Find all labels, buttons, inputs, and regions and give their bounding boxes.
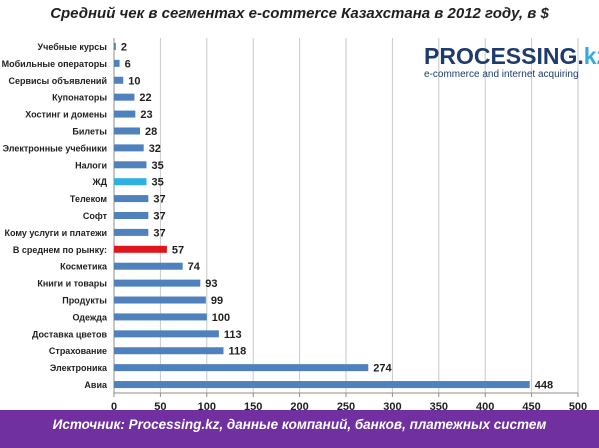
bar [114, 228, 149, 236]
category-label: Хостинг и домены [25, 110, 107, 120]
value-label: 6 [125, 58, 131, 70]
logo-brand: PROCESSING. [424, 43, 584, 69]
bar [114, 347, 224, 355]
bar [114, 195, 149, 203]
source-text: Источник: Processing.kz, данные компаний… [52, 417, 547, 432]
category-label: В среднем по рынку: [13, 245, 107, 255]
bar [114, 76, 124, 84]
value-label: 57 [172, 244, 184, 256]
category-label: Электроника [50, 363, 108, 373]
value-label: 35 [151, 177, 163, 189]
bar [114, 245, 167, 253]
logo-brand-accent: kz [583, 43, 599, 69]
category-label: Страхование [49, 346, 107, 356]
value-label: 113 [224, 329, 242, 341]
value-label: 99 [211, 295, 223, 307]
logo-tagline: e-commerce and internet acquiring [424, 69, 579, 80]
value-label: 448 [535, 380, 553, 392]
bar [114, 144, 144, 152]
bar [114, 279, 201, 287]
bar [114, 330, 219, 338]
bar [114, 161, 147, 169]
value-label: 28 [145, 126, 157, 138]
chart-title: Средний чек в сегментах e-commerce Казах… [50, 5, 549, 22]
value-label: 37 [153, 194, 165, 206]
category-label: Билеты [72, 126, 107, 136]
category-label: Купонаторы [52, 93, 107, 103]
bar [114, 381, 530, 389]
value-label: 32 [149, 143, 161, 155]
value-label: 274 [373, 363, 392, 375]
category-label: Электронные учебники [3, 143, 107, 153]
category-label: Кому услуги и платежи [5, 228, 108, 238]
value-label: 37 [153, 227, 165, 239]
category-label: ЖД [91, 177, 107, 187]
category-label: Мобильные операторы [2, 59, 108, 69]
source-footer: Источник: Processing.kz, данные компаний… [0, 410, 599, 448]
category-label: Налоги [75, 160, 107, 170]
bar [114, 296, 206, 304]
bar [114, 93, 135, 101]
bar [114, 262, 183, 270]
x-tick-label: 0 [111, 401, 117, 413]
bar [114, 313, 207, 321]
value-label: 100 [212, 312, 230, 324]
category-label: Телеком [70, 194, 107, 204]
logo-wordmark: PROCESSING.kz [424, 43, 599, 69]
category-label: Одежда [73, 312, 108, 322]
bar [114, 178, 147, 186]
bar [114, 364, 369, 372]
category-label: Учебные курсы [38, 42, 108, 52]
bar [114, 110, 136, 118]
category-label: Книги и товары [37, 279, 107, 289]
value-label: 22 [139, 92, 151, 104]
value-label: 35 [151, 160, 163, 172]
value-label: 2 [121, 41, 127, 53]
value-label: 37 [153, 211, 165, 223]
value-label: 23 [140, 109, 152, 121]
value-label: 118 [229, 346, 247, 358]
bar [114, 212, 149, 219]
value-label: 10 [128, 75, 140, 87]
value-label: 93 [205, 278, 217, 290]
category-label: Доставка цветов [32, 329, 107, 339]
bar [114, 59, 120, 67]
category-label: Софт [83, 211, 108, 221]
category-label: Продукты [62, 296, 107, 306]
bar [114, 42, 116, 50]
category-label: Сервисы объявлений [8, 76, 107, 86]
category-label: Косметика [60, 262, 108, 272]
category-label: Авиа [84, 380, 108, 390]
bar [114, 127, 140, 135]
processing-kz-logo: PROCESSING.kz e-commerce and internet ac… [424, 43, 599, 81]
value-label: 74 [188, 261, 201, 273]
